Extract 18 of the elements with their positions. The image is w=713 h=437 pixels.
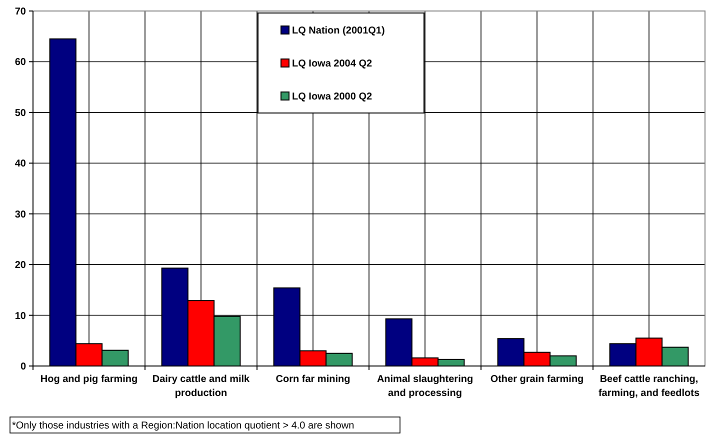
y-tick-label: 30	[14, 209, 26, 220]
y-tick-label: 50	[14, 108, 26, 119]
x-tick-label: Beef cattle ranching, farming, and feedlots	[598, 374, 700, 399]
y-tick-label: 20	[14, 260, 26, 272]
legend-label: LQ Iowa 2004 Q2	[292, 58, 372, 70]
x-tick-label: Other grain farming	[490, 374, 584, 385]
y-tick-label: 40	[14, 158, 26, 170]
y-tick-label: 0	[20, 362, 26, 372]
y-tick-label: 60	[14, 57, 26, 68]
x-tick-label: Hog and pig farming	[40, 374, 138, 385]
x-tick-label: Dairy cattle and milk production	[152, 374, 250, 399]
text: *Only those industries with a Region:Nation location quotient > 4.0 are shown	[12, 420, 354, 432]
legend-label: LQ Iowa 2000 Q2	[292, 92, 372, 102]
x-tick-label: Animal slaughtering and processing	[376, 374, 474, 399]
legend-label: LQ Nation (2001Q1)	[292, 26, 385, 36]
y-tick-label: 70	[14, 6, 26, 18]
x-tick-label: Corn far mining	[276, 374, 350, 385]
y-tick-label: 10	[14, 310, 26, 322]
